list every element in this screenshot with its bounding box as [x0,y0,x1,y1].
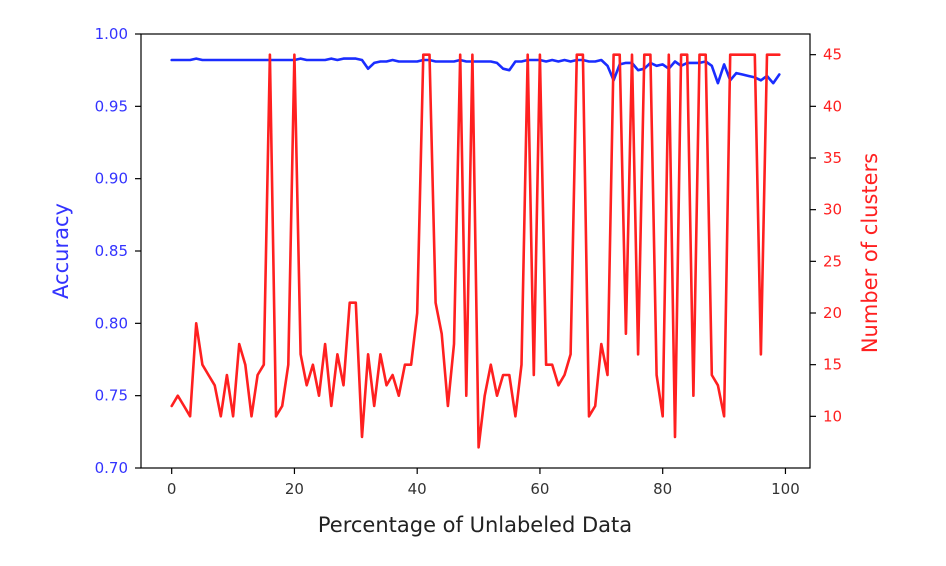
right-y-tick-label: 40 [823,97,842,115]
right-y-tick-label: 25 [823,252,842,270]
right-axis-title: Number of clusters [858,153,882,353]
right-y-tick-label: 35 [823,149,842,167]
x-tick-label: 0 [167,480,177,498]
accuracy-series-line [170,57,781,85]
left-y-tick-label: 1.00 [95,25,128,43]
clusters-series-line [170,53,781,449]
right-y-tick-label: 30 [823,201,842,219]
right-y-tick-label: 15 [823,356,842,374]
x-tick-label: 20 [285,480,304,498]
x-axis-title: Percentage of Unlabeled Data [318,513,632,537]
left-axis-title: Accuracy [49,203,73,299]
x-tick-label: 100 [771,480,800,498]
right-y-tick-label: 10 [823,407,842,425]
left-y-tick-label: 0.85 [95,242,128,260]
left-y-tick-label: 0.75 [95,387,128,405]
left-y-tick-label: 0.80 [95,314,128,332]
left-y-tick-label: 0.70 [95,459,128,477]
right-y-tick-label: 20 [823,304,842,322]
right-y-tick-label: 45 [823,46,842,64]
left-y-tick-label: 0.95 [95,97,128,115]
x-tick-label: 40 [408,480,427,498]
left-y-tick-label: 0.90 [95,170,128,188]
x-tick-label: 60 [530,480,549,498]
x-tick-label: 80 [653,480,672,498]
plot-frame [140,33,811,469]
